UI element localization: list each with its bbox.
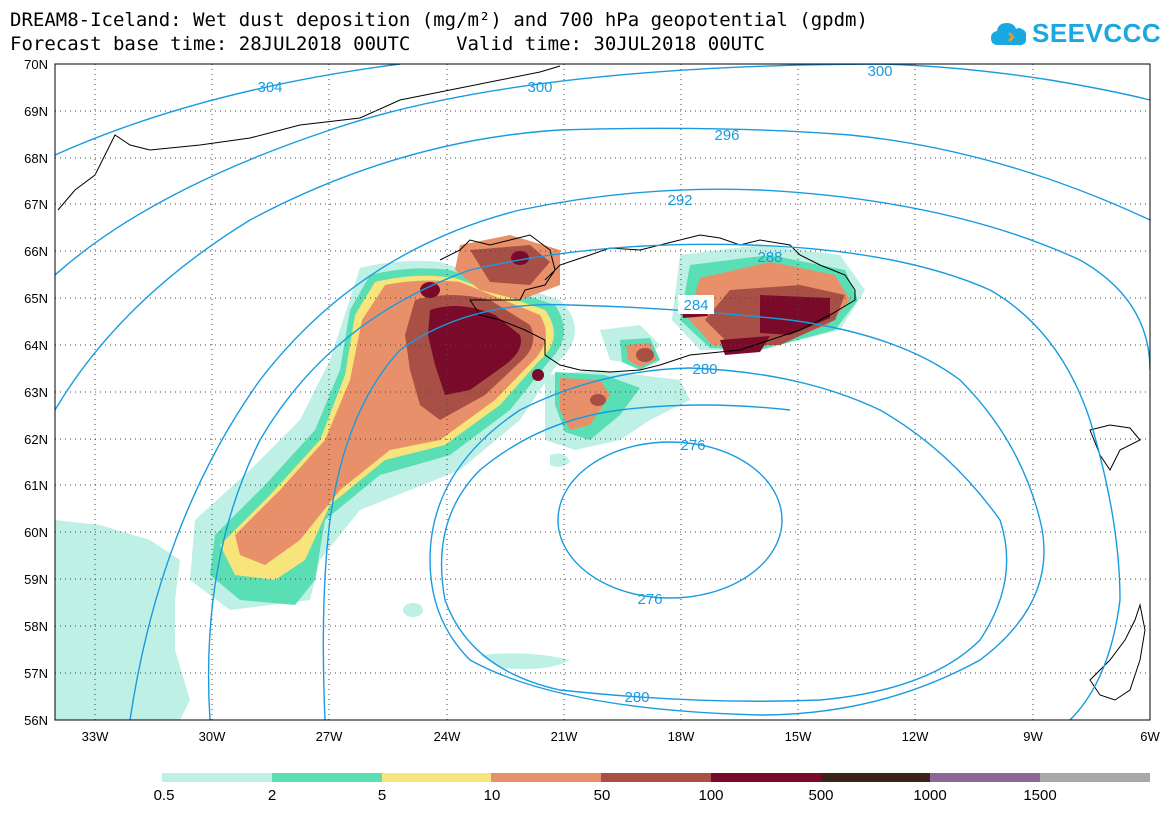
legend-swatch [710, 773, 821, 782]
lon-label: 12W [902, 729, 929, 744]
contour-label: 280 [624, 689, 649, 706]
contour-label: 284 [683, 297, 708, 314]
lat-label: 56N [24, 713, 48, 728]
map-title: DREAM8-Iceland: Wet dust deposition (mg/… [10, 9, 868, 31]
lat-label: 59N [24, 572, 48, 587]
geopotential-contours [55, 64, 1150, 720]
legend-label: 10 [483, 787, 501, 804]
lon-label: 6W [1140, 729, 1160, 744]
contour-label: 296 [714, 127, 739, 144]
contour-label: 280 [692, 361, 717, 378]
legend-label: 50 [593, 787, 611, 804]
lat-label: 57N [24, 666, 48, 681]
lon-label: 33W [82, 729, 109, 744]
longitude-axis: 33W 30W 27W 24W 21W 18W 15W 12W 9W 6W [82, 729, 1161, 744]
contour-labels: 304 300 300 296 292 288 284 280 276 276 … [257, 63, 892, 706]
legend-swatch [820, 773, 931, 782]
legend-swatch [1040, 773, 1151, 782]
map-frame [54, 63, 1151, 721]
seevccc-logo: SEEVCCC [990, 18, 1161, 49]
lon-label: 15W [785, 729, 812, 744]
map-plot-area: 304 300 300 296 292 288 284 280 276 276 … [55, 63, 1150, 720]
legend-swatch [162, 773, 272, 782]
lon-label: 18W [668, 729, 695, 744]
lat-label: 61N [24, 478, 48, 493]
lat-label: 64N [24, 338, 48, 353]
lat-label: 69N [24, 104, 48, 119]
contour-label: 276 [680, 437, 705, 454]
lon-label: 27W [316, 729, 343, 744]
lat-label: 68N [24, 151, 48, 166]
lat-label: 60N [24, 525, 48, 540]
lat-label: 58N [24, 619, 48, 634]
legend-label: 5 [377, 787, 387, 804]
lat-label: 63N [24, 385, 48, 400]
legend-swatch [601, 773, 711, 782]
lat-label: 62N [24, 432, 48, 447]
contour-label: 288 [757, 249, 782, 266]
cloud-icon [991, 22, 1027, 45]
legend-swatch [381, 773, 492, 782]
legend-label: 0.5 [153, 787, 175, 804]
lat-label: 65N [24, 291, 48, 306]
coastlines [57, 65, 1146, 701]
lon-label: 30W [199, 729, 226, 744]
legend-label: 2 [267, 787, 277, 804]
dust-deposition-shading [55, 235, 865, 720]
contour-label: 304 [257, 79, 282, 96]
lon-label: 24W [434, 729, 461, 744]
legend-swatch [271, 773, 382, 782]
color-legend-bar [162, 773, 1151, 782]
latitude-axis: 70N 69N 68N 67N 66N 65N 64N 63N 62N 61N … [24, 57, 48, 728]
lat-label: 66N [24, 244, 48, 259]
legend-label: 1500 [1023, 787, 1057, 804]
lon-label: 9W [1023, 729, 1043, 744]
legend-label: 100 [698, 787, 724, 804]
logo-text: SEEVCCC [1032, 18, 1162, 48]
legend-label: 1000 [913, 787, 947, 804]
contour-label: 276 [637, 591, 662, 608]
lat-label: 70N [24, 57, 48, 72]
legend-label: 500 [808, 787, 834, 804]
map-subtitle-times: Forecast base time: 28JUL2018 00UTC Vali… [10, 33, 765, 55]
legend-swatch [491, 773, 602, 782]
contour-label: 300 [867, 63, 892, 80]
lat-label: 67N [24, 197, 48, 212]
lon-label: 21W [551, 729, 578, 744]
legend-swatch [930, 773, 1041, 782]
contour-label: 300 [527, 79, 552, 96]
contour-label: 292 [667, 192, 692, 209]
